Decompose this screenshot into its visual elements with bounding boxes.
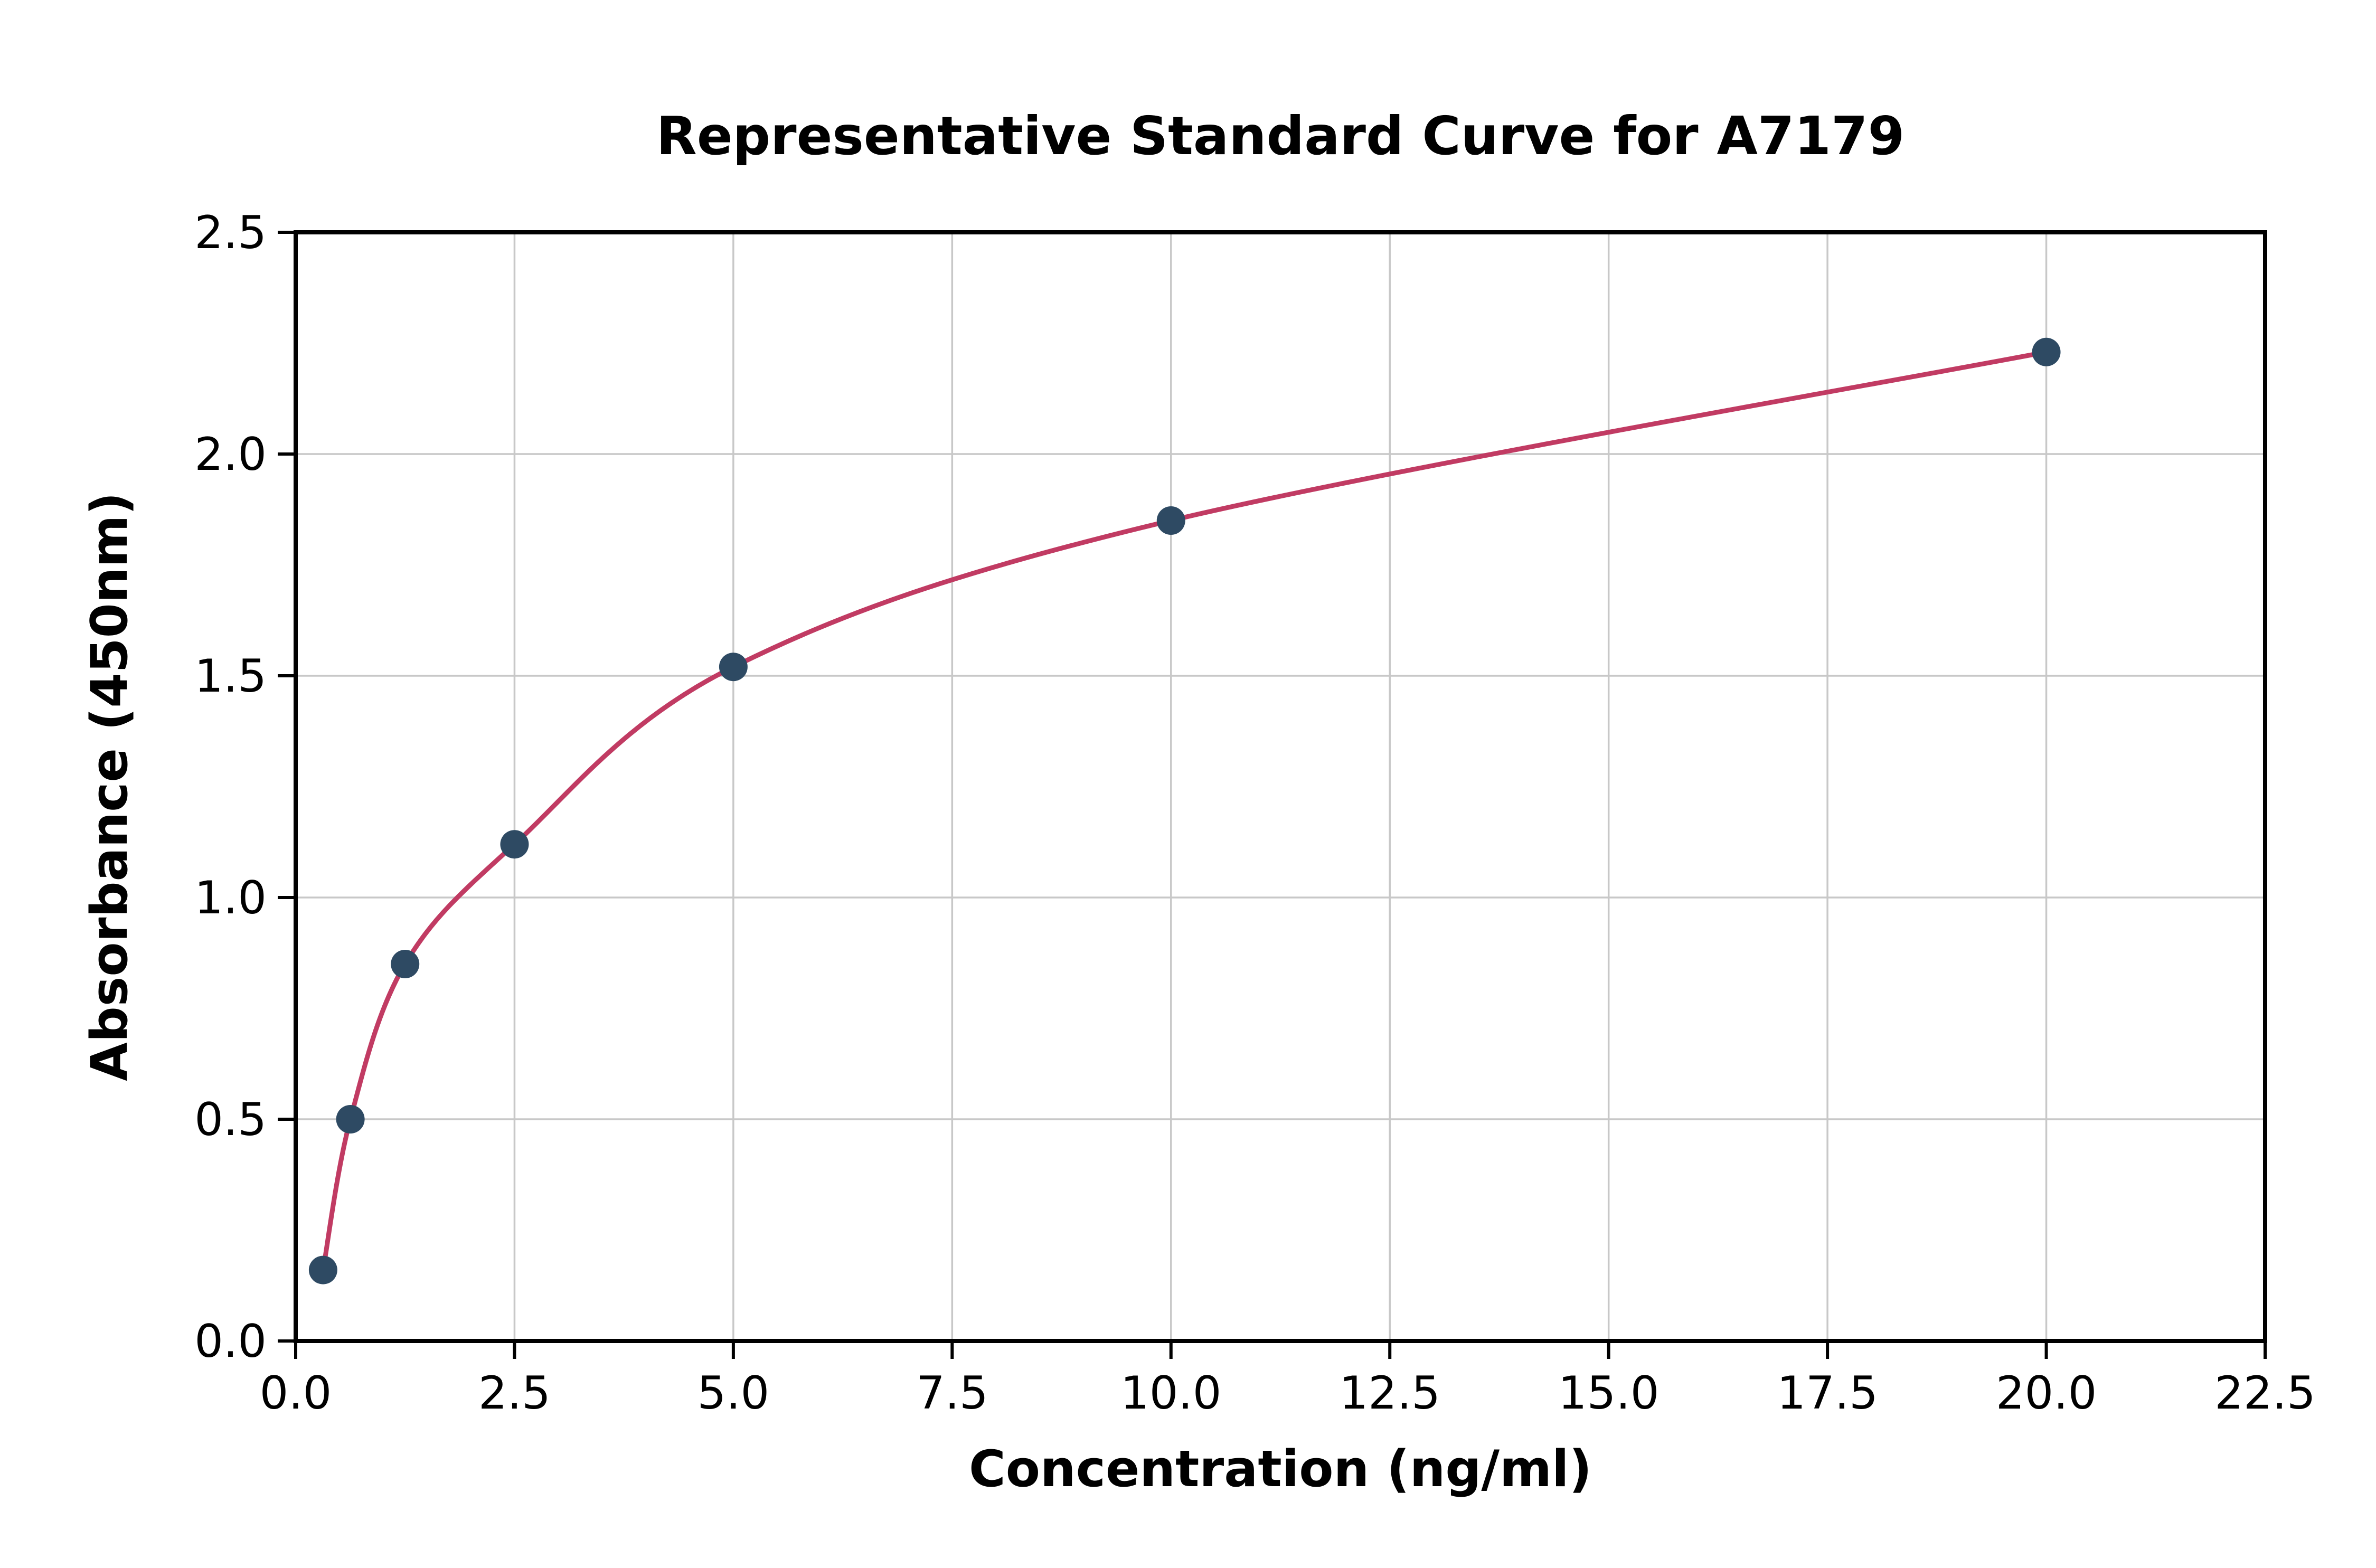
- x-tick-label: 5.0: [697, 1367, 769, 1420]
- data-point: [2032, 337, 2061, 366]
- y-tick-label: 2.0: [194, 428, 267, 481]
- y-axis-label: Absorbance (450nm): [81, 492, 139, 1081]
- grid-layer: [296, 231, 2266, 1341]
- x-tick-label: 2.5: [478, 1367, 551, 1420]
- y-tick-label: 1.0: [194, 872, 267, 924]
- data-point: [308, 1255, 337, 1284]
- tick-label-layer: 0.0 2.5 5.0 7.5 10.0 12.5 15.0 17.5 20.0 22.5 0.0 0…: [194, 206, 2316, 1420]
- y-tick-label: 2.5: [194, 206, 267, 259]
- x-tick-label: 20.0: [1996, 1367, 2097, 1420]
- x-axis-label: Concentration (ng/ml): [969, 1440, 1592, 1498]
- x-tick-label: 17.5: [1777, 1367, 1878, 1420]
- x-tick-label: 15.0: [1558, 1367, 1659, 1420]
- y-tick-label: 0.0: [194, 1315, 267, 1368]
- data-layer: [308, 337, 2061, 1284]
- x-tick-label: 12.5: [1339, 1367, 1440, 1420]
- axis-layer: [278, 230, 2267, 1359]
- fit-curve: [320, 350, 2049, 1273]
- y-tick-label: 0.5: [194, 1093, 267, 1146]
- data-point: [336, 1105, 365, 1134]
- data-point: [719, 653, 748, 682]
- x-tick-label: 0.0: [260, 1367, 332, 1420]
- x-tick-label: 7.5: [916, 1367, 988, 1420]
- data-point: [1156, 506, 1185, 535]
- plot-border: [294, 230, 2267, 1343]
- data-point: [391, 950, 420, 978]
- chart-title: Representative Standard Curve for A7179: [656, 105, 1904, 167]
- x-tick-label: 22.5: [2214, 1367, 2315, 1420]
- data-point: [500, 830, 529, 859]
- x-tick-label: 10.0: [1120, 1367, 1221, 1420]
- y-tick-label: 1.5: [194, 650, 267, 703]
